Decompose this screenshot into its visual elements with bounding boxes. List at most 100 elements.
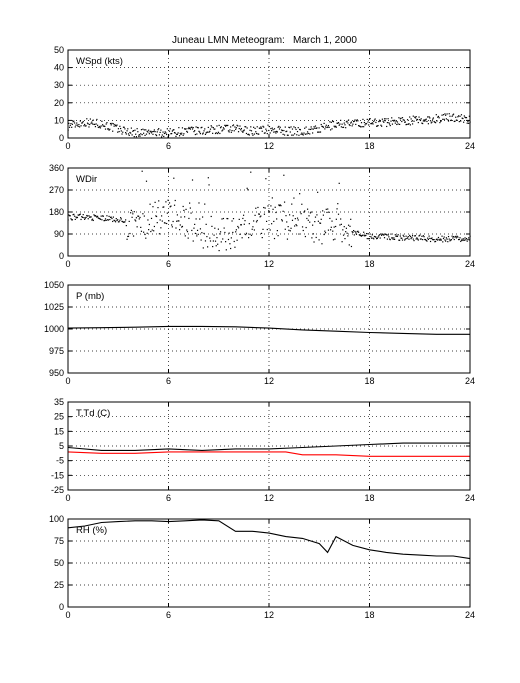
data-point [289,230,291,232]
data-point [288,127,291,129]
data-point [358,125,360,127]
data-point [413,120,415,122]
data-point [229,129,231,131]
data-point [139,216,141,219]
data-point [153,130,155,133]
data-point [286,221,288,223]
data-point [96,118,98,121]
data-point [127,133,130,135]
data-point [354,230,356,233]
data-point [360,235,362,237]
panel-label: WDir [76,174,97,185]
data-point [176,214,179,216]
data-point [465,237,468,240]
data-point [96,124,99,126]
data-point [102,124,104,126]
data-point [333,226,335,228]
data-point [371,122,373,124]
data-point [183,133,185,135]
data-point [237,227,240,229]
data-point [181,226,183,228]
data-point [280,131,282,134]
data-point [79,126,81,128]
data-point [193,227,195,229]
data-point [121,220,123,222]
data-point [424,238,426,241]
x-tick-label: 0 [65,610,70,620]
data-point [184,216,186,218]
data-point [166,212,168,214]
data-point [342,126,344,129]
data-point [145,180,148,182]
data-point [217,243,219,245]
data-point [119,217,122,219]
data-point [381,118,383,120]
data-point [400,237,402,239]
data-point [321,243,323,245]
data-point [110,216,112,218]
data-point [319,131,321,133]
data-point [117,128,120,130]
data-point [232,218,235,220]
data-point [90,122,92,124]
data-point [291,128,294,130]
data-point [253,126,255,128]
data-point [274,131,276,133]
data-point [240,224,242,226]
data-point [186,229,188,231]
data-point [390,233,392,235]
data-point [385,118,387,120]
data-point [113,219,115,221]
data-point [189,207,191,209]
data-point [205,223,207,225]
data-point [294,127,296,129]
data-point [432,118,434,120]
data-point [359,234,361,237]
data-point [178,220,180,222]
data-point [332,239,335,241]
data-point [89,216,91,218]
data-point [418,116,420,118]
data-point [68,122,70,124]
data-point [235,231,237,233]
data-point [254,127,256,130]
data-point [455,116,457,118]
data-point [419,234,421,236]
data-point [140,129,143,131]
data-point [227,124,229,127]
y-tick-label: 100 [49,514,64,524]
data-point [140,226,142,228]
data-point [106,215,108,217]
series-line [67,442,470,451]
data-point [71,126,73,128]
data-point [105,219,107,221]
data-point [158,200,160,202]
data-point [363,235,365,237]
data-point [258,133,260,135]
data-point [199,228,202,230]
data-point [370,123,373,125]
y-tick-label: -15 [51,470,64,480]
data-point [322,126,324,128]
data-point [263,126,265,128]
data-point [293,126,295,128]
data-point [296,225,298,227]
data-point [419,119,422,122]
data-point [468,115,470,117]
data-point [209,128,212,130]
data-point [386,121,388,124]
data-point [331,128,333,130]
data-point [169,206,171,208]
data-point [209,237,211,239]
data-point [410,118,412,120]
data-point [107,219,109,221]
data-point [384,120,386,122]
data-point [301,203,303,205]
y-tick-label: 25 [54,580,64,590]
data-point [388,123,391,125]
data-point [162,206,164,208]
data-point [213,128,215,130]
data-point [210,215,212,218]
data-point [212,127,214,129]
data-point [398,117,400,119]
